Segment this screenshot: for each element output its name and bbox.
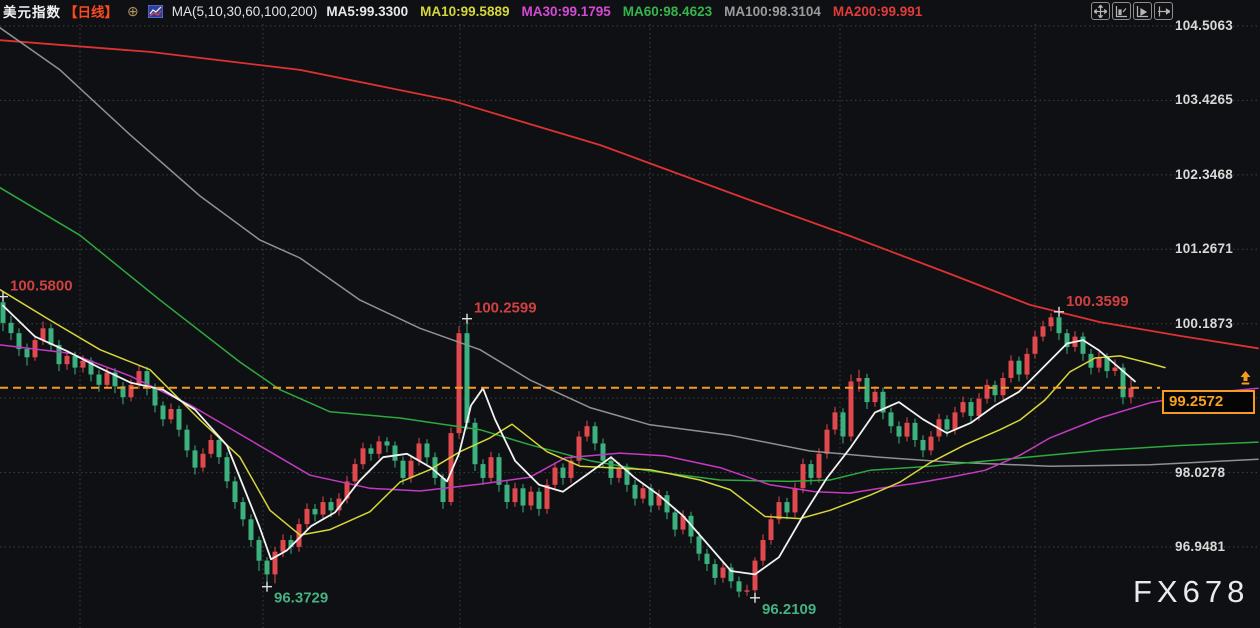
ma-value-label: MA200:99.991 [832,3,923,19]
axis-price-label: 98.0278 [1175,465,1226,480]
ma-value-label: MA10:99.5889 [420,3,510,19]
ma-line-MA100 [0,27,1259,467]
axis-price-label: 103.4265 [1175,92,1233,107]
axis-price-label: 96.9481 [1175,539,1226,554]
svg-text:96.3729: 96.3729 [274,590,328,607]
add-compare-icon[interactable]: ⊕ [127,3,139,19]
pan-crosshair-icon[interactable] [1091,2,1110,20]
scroll-to-latest-icon[interactable] [1238,371,1253,391]
ma-value-label: MA30:99.1795 [521,3,611,19]
last-price-value: 99.2572 [1169,393,1224,410]
ma-value-label: MA5:99.3300 [326,3,409,19]
axis-price-label: 104.5063 [1175,18,1233,33]
axis-price-label: 101.2671 [1175,241,1233,256]
ma-lines-layer [0,27,1259,576]
last-price-tag: 99.2572 [1162,390,1255,414]
svg-text:96.2109: 96.2109 [762,601,816,618]
svg-text:100.3599: 100.3599 [1066,293,1129,310]
ma-values: MA5:99.3300 MA10:99.5889 MA30:99.1795 MA60:… [326,4,922,19]
ma-line-MA200 [0,39,1259,350]
axis-price-label: 100.1873 [1175,316,1233,331]
ma-settings-label[interactable]: MA(5,10,30,60,100,200) [171,3,318,19]
ma-value-label: MA60:98.4623 [622,3,713,19]
ma-line-MA5 [2,304,1136,576]
grid-layer [0,24,1260,628]
chart-header: 美元指数 【日线】 ⊕ MA(5,10,30,60,100,200) MA5:9… [3,2,922,21]
ma-value-label: MA100:98.3104 [724,3,821,19]
chart-scale-icon[interactable] [1112,2,1131,20]
ma-line-MA30 [0,344,1259,494]
svg-text:100.2599: 100.2599 [474,300,537,317]
chart-play-icon[interactable] [1133,2,1152,20]
annotations-layer: 100.5800 100.2599 100.3599 96.3729 96.2109 [0,278,1129,618]
axis-price-label: 102.3468 [1175,167,1233,182]
candles-layer [0,296,1134,598]
chart-toolbar [1091,2,1173,20]
indicator-chart-icon[interactable] [147,4,163,18]
symbol-title: 美元指数 [3,5,61,20]
watermark: FX678 [1133,574,1250,609]
collapse-panel-icon[interactable] [1154,2,1173,20]
svg-text:100.5800: 100.5800 [10,278,73,295]
timeframe-label: 【日线】 [64,5,118,20]
ma-line-MA10 [0,288,1166,536]
